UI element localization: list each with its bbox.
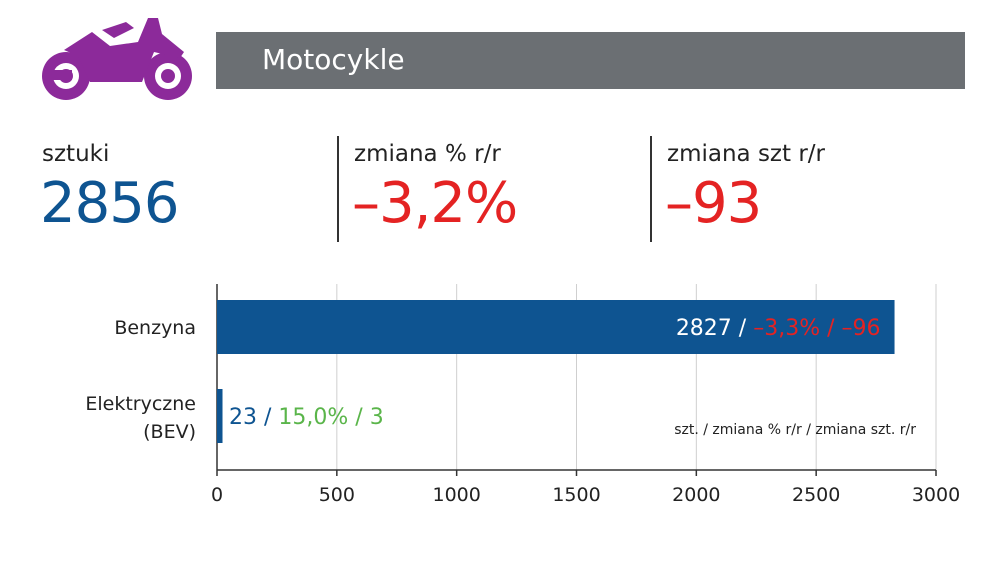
bar (217, 389, 223, 443)
category-label: Benzyna (114, 317, 196, 339)
x-tick-label: 2500 (792, 484, 840, 506)
motorcycle-icon (42, 18, 192, 100)
data-label: 2827 / –3,3% / –96 (676, 316, 881, 341)
legend-note: szt. / zmiana % r/r / zmiana szt. r/r (674, 422, 916, 438)
stat-change-units-value: –93 (665, 171, 762, 236)
x-tick-label: 2000 (672, 484, 720, 506)
x-tick-label: 0 (211, 484, 223, 506)
stat-change-percent: zmiana % r/r –3,2% (352, 136, 634, 242)
x-tick-label: 500 (319, 484, 355, 506)
data-label: 23 / 15,0% / 3 (229, 405, 384, 430)
stat-divider (650, 136, 652, 242)
header-bar: Motocykle (216, 32, 965, 89)
data-label-part: / (348, 405, 369, 430)
data-label-part: / (820, 316, 841, 341)
data-label-part: –3,3% (753, 316, 820, 341)
stat-units-value: 2856 (40, 171, 180, 236)
category-label: Elektryczne (85, 393, 196, 415)
stat-change-units-label: zmiana szt r/r (667, 141, 825, 167)
stat-change-units: zmiana szt r/r –93 (665, 136, 947, 242)
data-label-part: / (732, 316, 753, 341)
data-label-part: 3 (370, 405, 384, 430)
data-label-part: –96 (842, 316, 881, 341)
x-tick-label: 1000 (432, 484, 480, 506)
stat-change-percent-value: –3,2% (352, 171, 518, 236)
data-label-part: 2827 (676, 316, 732, 341)
stat-units: sztuki 2856 (40, 136, 322, 242)
page-title: Motocykle (262, 43, 405, 76)
data-label-part: 23 (229, 405, 257, 430)
stat-change-percent-label: zmiana % r/r (354, 141, 501, 167)
stat-units-label: sztuki (42, 141, 110, 167)
x-tick-label: 3000 (912, 484, 960, 506)
x-tick-label: 1500 (552, 484, 600, 506)
data-label-part: 15,0% (278, 405, 348, 430)
bar (217, 300, 895, 354)
stat-divider (337, 136, 339, 242)
data-label-part: / (257, 405, 278, 430)
category-label: (BEV) (143, 421, 196, 443)
bar-chart: 0 500 1000 1500 2000 2500 3000 Benzyna 2827 / –3… (85, 284, 960, 506)
